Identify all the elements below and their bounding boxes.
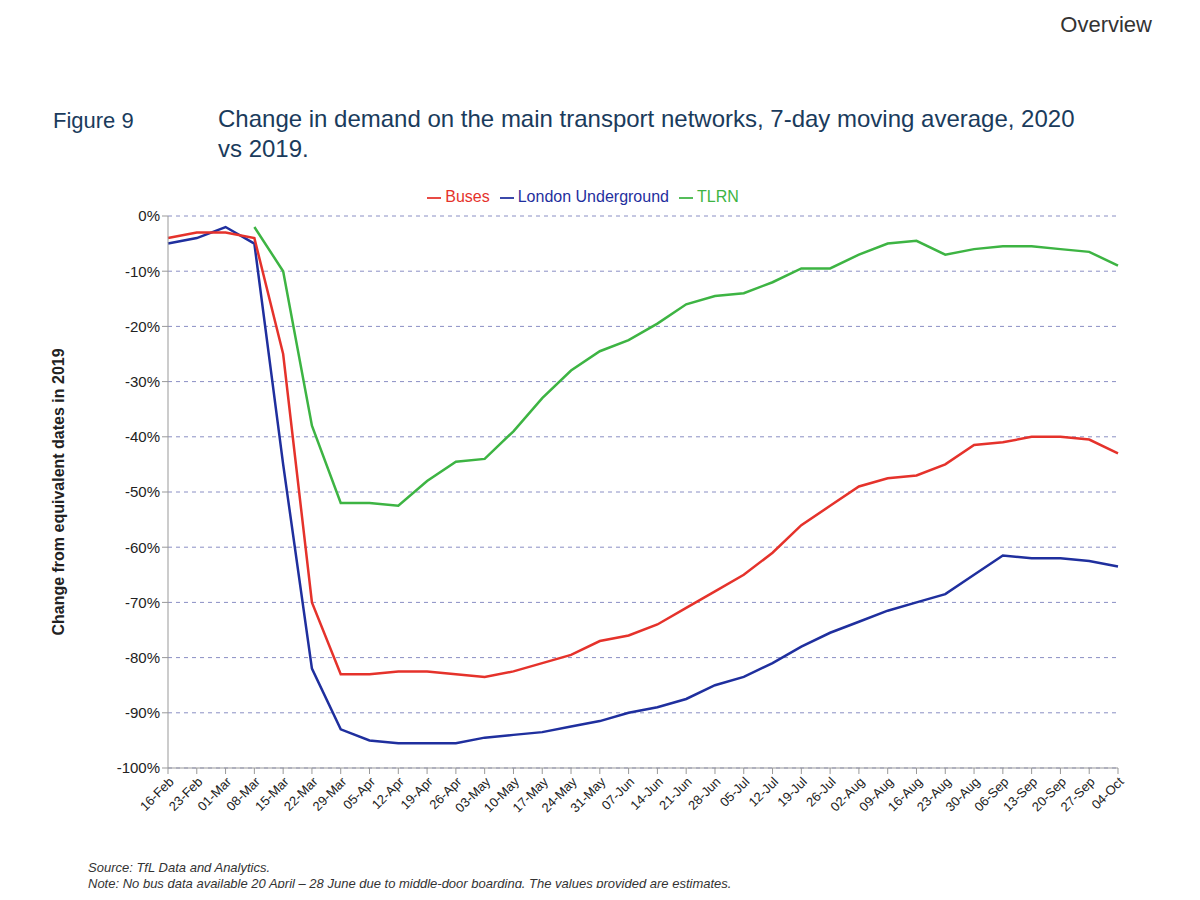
svg-text:12-Apr: 12-Apr xyxy=(368,774,407,813)
html-text:Change in demand on the main t: Change in demand on the main transport n… xyxy=(218,105,1075,162)
svg-text:04-Oct: 04-Oct xyxy=(1088,774,1126,812)
svg-text:17-May: 17-May xyxy=(509,774,551,816)
svg-text:07-Jun: 07-Jun xyxy=(598,774,638,813)
svg-text:16-Feb: 16-Feb xyxy=(136,774,177,814)
svg-text:23-Aug: 23-Aug xyxy=(913,774,954,815)
svg-text:19-Apr: 19-Apr xyxy=(397,774,436,813)
html-text:Buses: Buses xyxy=(445,188,490,205)
svg-text:23-Feb: 23-Feb xyxy=(165,774,206,814)
svg-text:-80%: -80% xyxy=(125,649,160,666)
html-text:Note: No bus data available 20: Note: No bus data available 20 April – 2… xyxy=(88,876,732,891)
svg-text:27-Sep: 27-Sep xyxy=(1058,774,1098,814)
svg-text:01-Mar: 01-Mar xyxy=(194,774,235,814)
svg-text:26-Jul: 26-Jul xyxy=(803,774,839,810)
svg-text:09-Aug: 09-Aug xyxy=(856,774,897,815)
svg-text:0%: 0% xyxy=(138,207,160,224)
html-text:Overview: Overview xyxy=(1060,12,1152,37)
svg-text:29-Mar: 29-Mar xyxy=(310,774,350,814)
svg-text:02-Aug: 02-Aug xyxy=(827,774,868,815)
html-text:Figure 9: Figure 9 xyxy=(53,108,134,133)
svg-text:-90%: -90% xyxy=(125,704,160,721)
svg-text:28-Jun: 28-Jun xyxy=(685,774,724,813)
svg-text:22-Mar: 22-Mar xyxy=(280,774,321,814)
svg-text:19-Jul: 19-Jul xyxy=(774,774,810,810)
svg-text:03-May: 03-May xyxy=(452,774,494,816)
svg-text:05-Jul: 05-Jul xyxy=(717,774,753,810)
svg-text:08-Mar: 08-Mar xyxy=(223,774,263,814)
svg-text:-10%: -10% xyxy=(125,263,160,280)
svg-text:-100%: -100% xyxy=(117,759,160,776)
svg-text:14-Jun: 14-Jun xyxy=(627,774,666,813)
svg-text:26-Apr: 26-Apr xyxy=(426,774,465,813)
html-text:London Underground: London Underground xyxy=(517,188,669,205)
svg-text:13-Sep: 13-Sep xyxy=(1000,774,1041,815)
svg-text:30-Aug: 30-Aug xyxy=(942,774,983,815)
html-text:Source: TfL Data and Analytics: Source: TfL Data and Analytics. xyxy=(88,860,271,875)
svg-text:16-Aug: 16-Aug xyxy=(884,774,926,815)
html-text:TLRN: TLRN xyxy=(697,188,739,205)
svg-text:12-Jul: 12-Jul xyxy=(746,774,782,810)
svg-text:21-Jun: 21-Jun xyxy=(656,774,695,813)
svg-text:24-May: 24-May xyxy=(538,774,580,816)
svg-text:20-Sep: 20-Sep xyxy=(1028,774,1070,815)
svg-text:06-Sep: 06-Sep xyxy=(971,774,1012,815)
svg-text:15-Mar: 15-Mar xyxy=(252,774,292,814)
svg-text:-20%: -20% xyxy=(125,318,160,335)
svg-text:10-May: 10-May xyxy=(480,774,523,816)
svg-text:-40%: -40% xyxy=(125,428,160,445)
svg-text:-70%: -70% xyxy=(125,594,160,611)
svg-text:-50%: -50% xyxy=(125,483,160,500)
svg-text:31-May: 31-May xyxy=(567,774,609,816)
svg-text:05-Apr: 05-Apr xyxy=(340,774,379,813)
svg-text:Change from equivalent dates i: Change from equivalent dates in 2019 xyxy=(50,348,67,635)
svg-text:-30%: -30% xyxy=(125,373,160,390)
svg-text:-60%: -60% xyxy=(125,539,160,556)
